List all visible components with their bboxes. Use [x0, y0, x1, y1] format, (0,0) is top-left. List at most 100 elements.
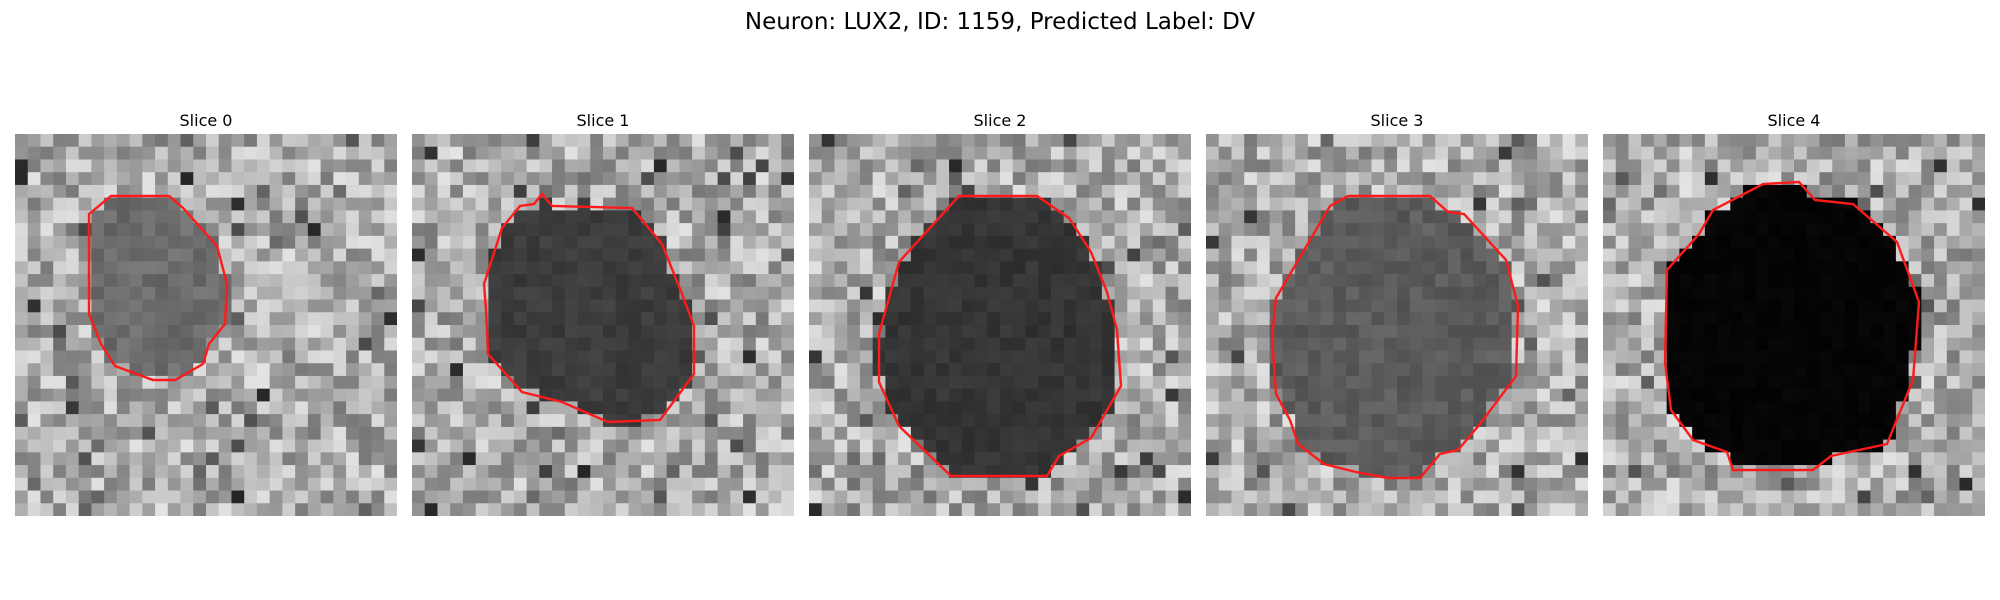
pixel	[743, 159, 757, 173]
pixel	[961, 172, 975, 186]
pixel	[462, 439, 477, 453]
pixel	[1717, 286, 1731, 300]
pixel	[475, 465, 489, 479]
pixel	[371, 375, 385, 390]
pixel	[974, 274, 988, 288]
pixel	[1231, 210, 1245, 224]
pixel	[1921, 375, 1935, 390]
pixel	[603, 350, 617, 364]
pixel	[898, 146, 912, 160]
pixel	[628, 248, 642, 262]
pixel	[129, 401, 143, 415]
pixel	[1038, 210, 1052, 224]
pixel	[358, 146, 372, 160]
pixel	[1603, 274, 1617, 288]
pixel	[450, 172, 464, 186]
pixel	[218, 375, 232, 390]
pixel	[666, 490, 680, 504]
pixel	[333, 375, 347, 390]
pixel	[462, 172, 477, 186]
pixel	[142, 426, 156, 440]
pixel	[206, 452, 220, 466]
pixel	[1206, 426, 1220, 440]
pixel	[885, 439, 899, 453]
pixel	[809, 286, 823, 300]
pixel	[244, 503, 258, 516]
pixel	[1038, 146, 1052, 160]
pixel	[104, 223, 118, 237]
pixel	[936, 197, 950, 211]
pixel	[424, 439, 438, 453]
pixel	[987, 325, 1001, 339]
pixel	[1038, 388, 1052, 402]
pixel	[1486, 426, 1500, 440]
pixel	[1050, 286, 1065, 300]
pixel	[755, 452, 769, 466]
pixel	[513, 197, 527, 211]
pixel	[898, 337, 912, 351]
pixel	[437, 325, 451, 339]
pixel	[450, 490, 464, 504]
pixel	[1384, 375, 1398, 390]
pixel	[1628, 477, 1642, 491]
pixel	[1409, 274, 1423, 288]
pixel	[1409, 350, 1423, 364]
pixel	[590, 325, 604, 339]
pixel	[564, 261, 578, 275]
pixel	[346, 350, 360, 364]
pixel	[1295, 261, 1309, 275]
pixel	[358, 426, 372, 440]
pixel	[437, 159, 451, 173]
pixel	[513, 299, 527, 313]
pixel	[628, 350, 642, 364]
pixel	[1333, 312, 1347, 326]
pixel	[104, 197, 118, 211]
pixel	[1422, 197, 1436, 211]
pixel	[1704, 159, 1718, 173]
pixel	[1653, 363, 1668, 377]
pixel	[1524, 465, 1538, 479]
pixel	[269, 439, 283, 453]
pixel	[1524, 286, 1538, 300]
pixel	[206, 223, 220, 237]
pixel	[1730, 401, 1744, 415]
pixel	[1562, 325, 1576, 339]
pixel	[1409, 146, 1423, 160]
pixel	[1641, 477, 1655, 491]
pixel	[1384, 184, 1398, 199]
pixel	[424, 388, 438, 402]
pixel	[1165, 477, 1179, 491]
pixel	[1781, 414, 1795, 428]
pixel	[923, 337, 937, 351]
pixel	[641, 223, 655, 237]
pixel	[847, 350, 861, 364]
pixel	[1692, 375, 1706, 390]
pixel	[1050, 465, 1065, 479]
pixel	[1755, 350, 1769, 364]
pixel	[1206, 235, 1220, 249]
pixel	[717, 210, 731, 224]
pixel	[1653, 452, 1668, 466]
pixel	[1231, 261, 1245, 275]
pixel	[653, 388, 668, 402]
pixel	[91, 312, 105, 326]
pixel	[333, 235, 347, 249]
pixel	[1486, 286, 1500, 300]
pixel	[590, 210, 604, 224]
pixel	[1165, 184, 1179, 199]
pixel	[1397, 363, 1411, 377]
pixel	[1397, 248, 1411, 262]
pixel	[1921, 503, 1935, 516]
pixel	[974, 159, 988, 173]
pixel	[437, 274, 451, 288]
pixel	[821, 286, 835, 300]
pixel	[15, 274, 29, 288]
pixel	[116, 184, 130, 199]
pixel	[231, 375, 245, 390]
pixel	[231, 299, 245, 313]
pixel	[244, 134, 258, 148]
pixel	[1282, 235, 1296, 249]
pixel	[513, 146, 527, 160]
pixel	[65, 312, 80, 326]
pixel	[193, 452, 207, 466]
